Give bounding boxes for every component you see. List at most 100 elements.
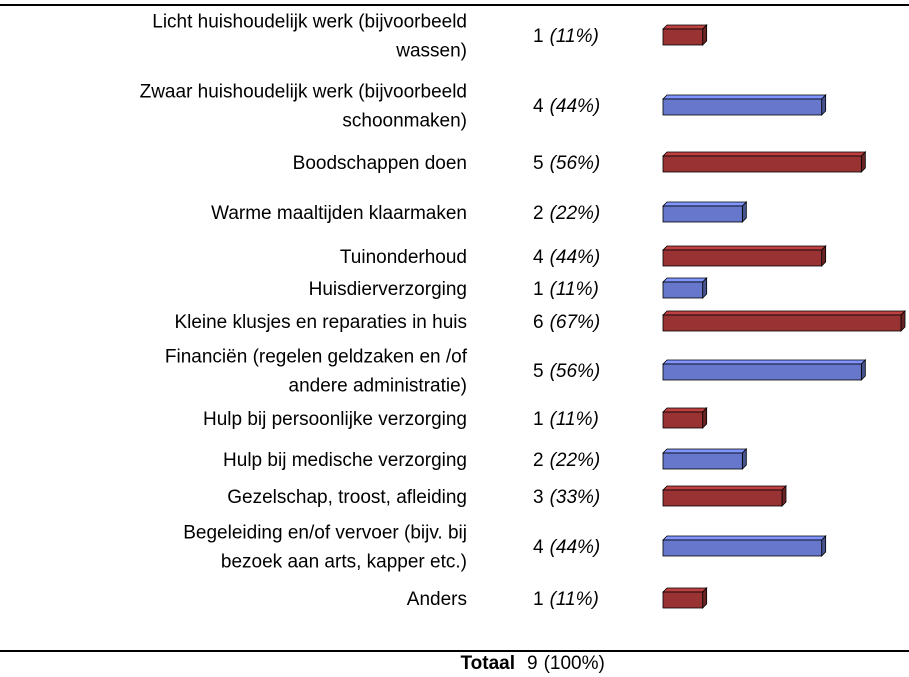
percent: (33%) (550, 487, 601, 508)
category-label: bezoek aan arts, kapper etc.) (221, 552, 467, 573)
category-label: Warme maaltijden klaarmaken (211, 203, 467, 224)
category-label: Kleine klusjes en reparaties in huis (174, 312, 467, 333)
value-label: 6 (67%) (533, 312, 600, 333)
value-label: 4 (44%) (533, 247, 600, 268)
bar-side (702, 407, 708, 429)
bar-top (662, 245, 827, 251)
bar-top (662, 407, 708, 413)
category-label: andere administratie) (289, 376, 467, 397)
count: 1 (533, 589, 544, 610)
percent: (11%) (550, 409, 599, 430)
bar-side (860, 151, 866, 173)
bar (662, 363, 862, 381)
count: 5 (533, 153, 544, 174)
percent: (44%) (550, 247, 601, 268)
count: 1 (533, 279, 544, 300)
count: 1 (533, 26, 544, 47)
percent: (22%) (550, 450, 601, 471)
count: 2 (533, 203, 544, 224)
value-label: 3 (33%) (533, 487, 600, 508)
percent: (44%) (550, 96, 601, 117)
bar-side (821, 535, 827, 557)
bar-side (900, 310, 906, 332)
percent: (44%) (550, 537, 601, 558)
bar-top (662, 277, 708, 283)
count: 6 (533, 312, 544, 333)
bar-top (662, 24, 708, 30)
bar (662, 489, 783, 507)
bar (662, 205, 743, 223)
count: 5 (533, 361, 544, 382)
bar-top (662, 151, 867, 157)
value-label: 2 (22%) (533, 203, 600, 224)
percent: (22%) (550, 203, 601, 224)
bar-side (702, 587, 708, 609)
percent: (56%) (550, 153, 601, 174)
bar-top (662, 448, 748, 454)
bar (662, 539, 823, 557)
count: 2 (533, 450, 544, 471)
bar (662, 452, 743, 470)
category-label: Boodschappen doen (293, 153, 467, 174)
bar (662, 249, 823, 267)
category-label: schoonmaken) (342, 111, 467, 132)
category-label: Financiën (regelen geldzaken en /of (165, 347, 468, 368)
bar (662, 411, 704, 429)
total-label: Totaal (460, 653, 515, 674)
bar (662, 281, 704, 299)
percent: (67%) (550, 312, 601, 333)
percent: (11%) (550, 279, 599, 300)
count: 3 (533, 487, 544, 508)
category-label: Anders (407, 589, 467, 610)
count: 4 (533, 96, 544, 117)
bar (662, 98, 823, 116)
bar-side (702, 277, 708, 299)
value-label: 1 (11%) (533, 279, 599, 300)
bar-side (741, 448, 747, 470)
category-label: Tuinonderhoud (340, 247, 467, 268)
bar-side (860, 359, 866, 381)
value-label: 5 (56%) (533, 361, 600, 382)
category-label: Gezelschap, troost, afleiding (227, 487, 467, 508)
count: 4 (533, 537, 544, 558)
bar-side (821, 94, 827, 116)
count: 1 (533, 409, 544, 430)
bar (662, 591, 704, 609)
category-label: Hulp bij persoonlijke verzorging (203, 409, 467, 430)
bar-top (662, 485, 787, 491)
bar-side (741, 201, 747, 223)
bar (662, 28, 704, 46)
category-label: Hulp bij medische verzorging (223, 450, 467, 471)
percent: (11%) (550, 589, 599, 610)
total-count: 9 (527, 653, 538, 674)
bar-side (821, 245, 827, 267)
bar-top (662, 587, 708, 593)
bar-top (662, 535, 827, 541)
category-label: Licht huishoudelijk werk (bijvoorbeeld (152, 12, 467, 33)
category-label: Huisdierverzorging (309, 279, 467, 300)
category-label: wassen) (395, 41, 467, 62)
bar-top (662, 94, 827, 100)
total-value: 9 (100%) (527, 653, 605, 674)
bar-top (662, 201, 748, 207)
percent: (11%) (550, 26, 599, 47)
value-label: 4 (44%) (533, 96, 600, 117)
total-percent: (100%) (544, 653, 605, 674)
bar-side (702, 24, 708, 46)
bar (662, 155, 862, 173)
bar (662, 314, 902, 332)
bar-side (781, 485, 787, 507)
value-label: 1 (11%) (533, 409, 599, 430)
bar-top (662, 310, 906, 316)
value-label: 2 (22%) (533, 450, 600, 471)
percent: (56%) (550, 361, 601, 382)
category-label: Zwaar huishoudelijk werk (bijvoorbeeld (140, 82, 467, 103)
category-label: Begeleiding en/of vervoer (bijv. bij (183, 523, 467, 544)
value-label: 4 (44%) (533, 537, 600, 558)
bar-top (662, 359, 867, 365)
count: 4 (533, 247, 544, 268)
value-label: 1 (11%) (533, 589, 599, 610)
value-label: 1 (11%) (533, 26, 599, 47)
value-label: 5 (56%) (533, 153, 600, 174)
